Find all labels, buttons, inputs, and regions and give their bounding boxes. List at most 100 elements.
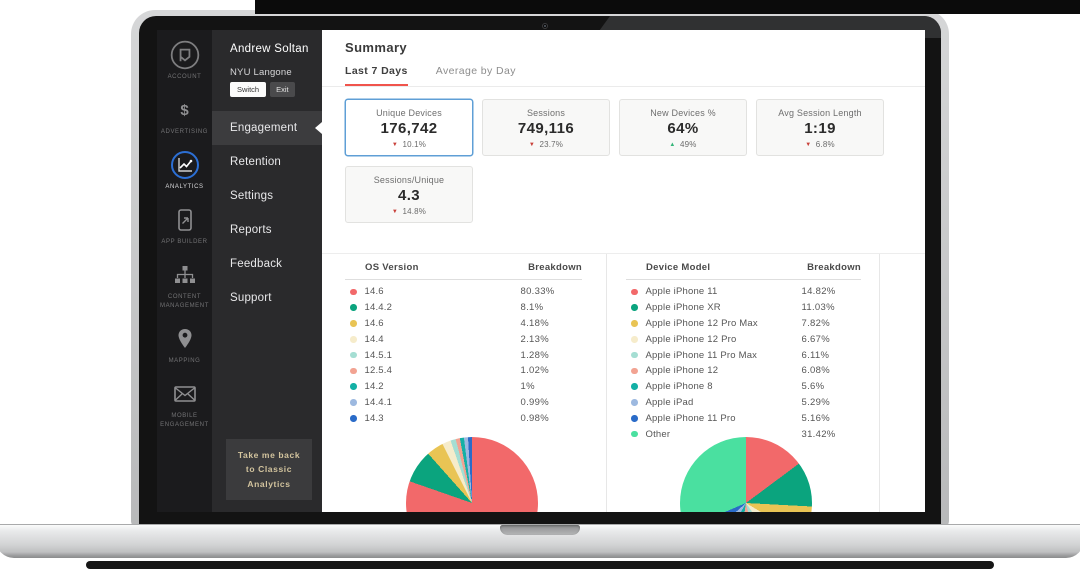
card-label: Sessions/Unique bbox=[373, 175, 445, 185]
legend-dot-icon bbox=[350, 399, 357, 406]
sidebar-item-reports[interactable]: Reports bbox=[230, 224, 272, 236]
envelope-icon bbox=[173, 379, 196, 409]
stat-card[interactable]: New Devices % 64% ▲ 49% bbox=[619, 99, 747, 156]
row-label: 14.5.1 bbox=[364, 349, 393, 361]
card-value: 1:19 bbox=[804, 120, 836, 137]
delta-value: 49% bbox=[677, 140, 697, 149]
row-label: 14.6 bbox=[364, 286, 384, 298]
account-logo-icon bbox=[169, 40, 201, 70]
row-value: 1% bbox=[520, 381, 535, 393]
sidebar-item-engagement[interactable]: Engagement bbox=[212, 111, 322, 145]
delta-value: 23.7% bbox=[537, 140, 564, 149]
stat-cards: Unique Devices 176,742 ▼ 10.1% Sessions 749,… bbox=[345, 99, 905, 223]
table-row: Other 31.42% bbox=[626, 426, 861, 442]
summary-tabs: Last 7 Days Average by Day bbox=[322, 65, 925, 87]
delta-value: 14.8% bbox=[400, 207, 427, 216]
row-value: 31.42% bbox=[801, 428, 836, 440]
row-label: 12.5.4 bbox=[364, 365, 393, 377]
table-row: Apple iPad 5.29% bbox=[626, 395, 861, 411]
rail-item-advertising[interactable]: $ ADVERTISING bbox=[157, 95, 212, 137]
device-model-panel: Device Model Breakdown Apple iPhone 11 14… bbox=[606, 254, 880, 512]
tab-average-by-day[interactable]: Average by Day bbox=[435, 65, 516, 77]
sidebar-item-settings[interactable]: Settings bbox=[230, 190, 274, 202]
table-row: 14.2 1% bbox=[345, 379, 582, 395]
column-header: Breakdown bbox=[807, 262, 861, 273]
breakdown-section: OS Version Breakdown 14.6 80.33% 14.4.2 8.1… bbox=[322, 253, 925, 512]
row-value: 5.16% bbox=[801, 412, 830, 424]
tab-last-7-days[interactable]: Last 7 Days bbox=[345, 65, 408, 86]
card-value: 749,116 bbox=[517, 120, 575, 137]
row-value: 14.82% bbox=[801, 286, 836, 298]
table-row: 14.4.2 8.1% bbox=[345, 300, 582, 316]
page-title: Summary bbox=[345, 40, 408, 55]
rail-item-mapping[interactable]: MAPPING bbox=[157, 324, 212, 366]
row-value: 1.02% bbox=[520, 365, 549, 377]
legend-dot-icon bbox=[631, 430, 638, 438]
delta-down-icon: ▼ bbox=[805, 142, 812, 148]
user-block: Andrew Soltan NYU Langone Switch Exit bbox=[212, 30, 322, 111]
delta-down-icon: ▼ bbox=[391, 209, 399, 215]
legend-dot-icon bbox=[350, 351, 357, 359]
row-value: 6.67% bbox=[801, 333, 830, 345]
row-label: 14.3 bbox=[364, 412, 384, 424]
card-delta: ▼ 23.7% bbox=[487, 140, 605, 149]
card-label: Avg Session Length bbox=[778, 108, 862, 118]
rail-item-mobile-engagement[interactable]: MOBILE ENGAGEMENT bbox=[157, 379, 212, 430]
row-label: 14.6 bbox=[364, 317, 384, 329]
delta-value: 6.8% bbox=[813, 140, 835, 149]
column-header: OS Version bbox=[365, 262, 419, 273]
stat-card[interactable]: Sessions 749,116 ▼ 23.7% bbox=[482, 99, 610, 156]
legend-dot-icon bbox=[631, 351, 638, 359]
stat-card[interactable]: Unique Devices 176,742 ▼ 10.1% bbox=[345, 99, 473, 156]
card-value: 176,742 bbox=[380, 120, 438, 137]
sidebar: Andrew Soltan NYU Langone Switch Exit En… bbox=[212, 30, 322, 512]
stat-card[interactable]: Avg Session Length 1:19 ▼ 6.8% bbox=[756, 99, 884, 156]
card-delta: ▼ 6.8% bbox=[761, 140, 879, 149]
table-row: 14.3 0.98% bbox=[345, 410, 582, 426]
legend-dot-icon bbox=[350, 367, 357, 375]
row-label: Apple iPhone 8 bbox=[645, 381, 713, 393]
main-content: Summary Last 7 Days Average by Day Uniqu… bbox=[322, 30, 925, 512]
table-row: Apple iPhone 8 5.6% bbox=[626, 379, 861, 395]
rail-label: CONTENT MANAGEMENT bbox=[159, 294, 209, 309]
rail-item-content-management[interactable]: CONTENT MANAGEMENT bbox=[157, 260, 212, 311]
table-row: Apple iPhone 11 Pro 5.16% bbox=[626, 410, 861, 426]
sidebar-item-retention[interactable]: Retention bbox=[230, 156, 282, 168]
row-value: 11.03% bbox=[801, 302, 835, 314]
classic-analytics-back-link[interactable]: Take me back to Classic Analytics bbox=[226, 438, 312, 500]
legend-dot-icon bbox=[631, 336, 638, 343]
legend-dot-icon bbox=[350, 304, 357, 311]
background-top-bar bbox=[255, 0, 1080, 14]
row-label: Apple iPhone 11 Pro bbox=[645, 412, 736, 424]
table-row: Apple iPhone 11 14.82% bbox=[626, 284, 861, 300]
row-label: Apple iPhone 11 Pro Max bbox=[645, 349, 758, 361]
legend-dot-icon bbox=[350, 288, 357, 296]
exit-button[interactable]: Exit bbox=[270, 82, 295, 97]
table-row: 14.5.1 1.28% bbox=[345, 347, 582, 363]
card-delta: ▼ 10.1% bbox=[350, 140, 468, 149]
switch-button[interactable]: Switch bbox=[230, 82, 267, 97]
column-header: Device Model bbox=[646, 262, 711, 273]
row-label: Apple iPhone XR bbox=[645, 302, 721, 314]
row-value: 4.18% bbox=[520, 317, 549, 329]
sidebar-item-support[interactable]: Support bbox=[230, 292, 272, 304]
table-row: 14.6 80.33% bbox=[345, 284, 582, 300]
delta-down-icon: ▼ bbox=[391, 142, 399, 148]
row-label: 14.2 bbox=[364, 381, 384, 393]
table-header: Device Model Breakdown bbox=[626, 254, 861, 280]
rail-item-app-builder[interactable]: APP BUILDER bbox=[157, 205, 212, 247]
delta-value: 10.1% bbox=[400, 140, 427, 149]
legend-dot-icon bbox=[350, 383, 357, 390]
column-header: Breakdown bbox=[528, 262, 582, 273]
rail-label: MAPPING bbox=[168, 358, 201, 364]
rail-item-account[interactable]: ACCOUNT bbox=[157, 40, 212, 82]
row-label: Apple iPhone 12 Pro Max bbox=[645, 317, 758, 329]
sidebar-item-feedback[interactable]: Feedback bbox=[230, 258, 283, 270]
table-header: OS Version Breakdown bbox=[345, 254, 582, 280]
stat-card[interactable]: Sessions/Unique 4.3 ▼ 14.8% bbox=[345, 166, 473, 223]
table-row: Apple iPhone 11 Pro Max 6.11% bbox=[626, 347, 861, 363]
table-row: Apple iPhone XR 11.03% bbox=[626, 300, 861, 316]
rail-item-analytics[interactable]: ANALYTICS bbox=[157, 150, 212, 192]
row-value: 8.1% bbox=[520, 302, 544, 314]
